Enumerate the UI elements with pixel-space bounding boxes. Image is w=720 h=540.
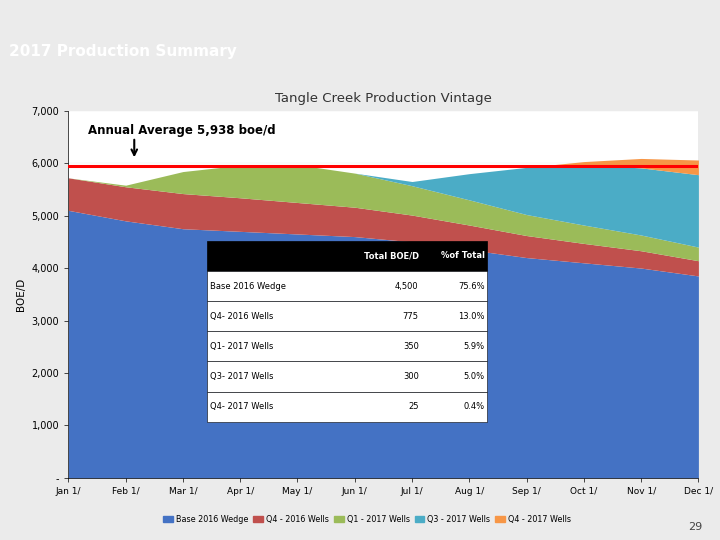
Text: Total BOE/D: Total BOE/D — [364, 251, 419, 260]
Text: 300: 300 — [402, 372, 419, 381]
Text: %of Total: %of Total — [441, 251, 485, 260]
Text: Q1- 2017 Wells: Q1- 2017 Wells — [210, 342, 273, 351]
Bar — [207, 271, 487, 301]
Text: 4,500: 4,500 — [395, 282, 419, 291]
Bar — [207, 301, 487, 332]
Title: Tangle Creek Production Vintage: Tangle Creek Production Vintage — [275, 92, 492, 105]
Text: 2017 Production Summary: 2017 Production Summary — [9, 44, 237, 59]
Text: 25: 25 — [408, 402, 419, 411]
Text: 13.0%: 13.0% — [459, 312, 485, 321]
Text: 5.0%: 5.0% — [464, 372, 485, 381]
Bar — [207, 332, 487, 361]
Text: 75.6%: 75.6% — [458, 282, 485, 291]
Text: Q4- 2017 Wells: Q4- 2017 Wells — [210, 402, 273, 411]
Bar — [207, 392, 487, 422]
Text: Base 2016 Wedge: Base 2016 Wedge — [210, 282, 286, 291]
Legend: Base 2016 Wedge, Q4 - 2016 Wells, Q1 - 2017 Wells, Q3 - 2017 Wells, Q4 - 2017 We: Base 2016 Wedge, Q4 - 2016 Wells, Q1 - 2… — [160, 511, 575, 527]
Text: 350: 350 — [402, 342, 419, 351]
Text: Q3- 2017 Wells: Q3- 2017 Wells — [210, 372, 273, 381]
Y-axis label: BOE/D: BOE/D — [16, 278, 26, 311]
Text: 775: 775 — [402, 312, 419, 321]
Text: Q4- 2016 Wells: Q4- 2016 Wells — [210, 312, 273, 321]
Text: Annual Average 5,938 boe/d: Annual Average 5,938 boe/d — [89, 124, 276, 137]
Bar — [207, 361, 487, 392]
Text: 5.9%: 5.9% — [464, 342, 485, 351]
Bar — [207, 241, 487, 271]
Text: 0.4%: 0.4% — [464, 402, 485, 411]
Text: 29: 29 — [688, 522, 702, 532]
